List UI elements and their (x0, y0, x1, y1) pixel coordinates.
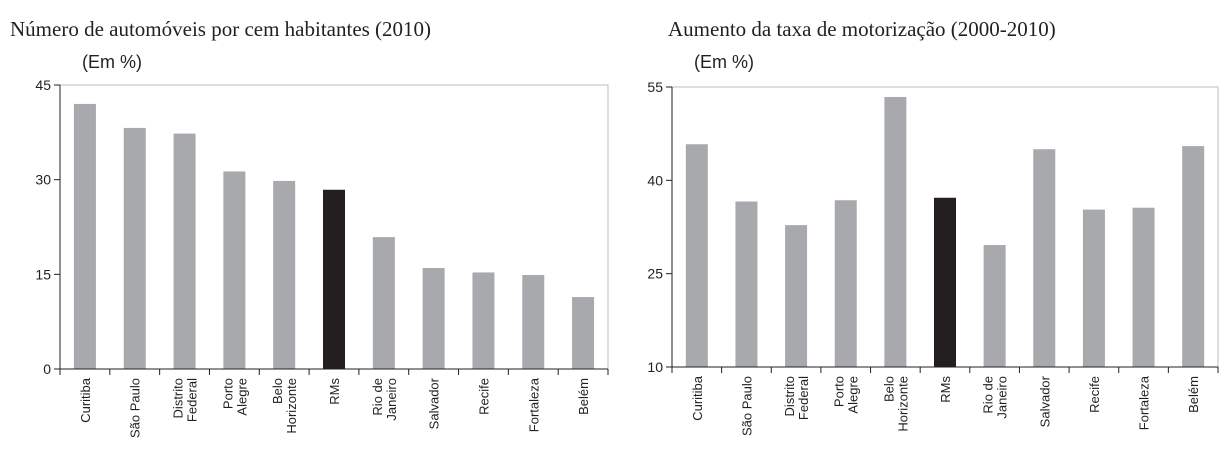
y-tick-label: 10 (647, 359, 663, 375)
x-tick-label-line: Curitiba (690, 375, 705, 421)
x-tick-label: Recife (476, 378, 491, 415)
chart-subtitle: (Em %) (82, 52, 142, 72)
x-tick-label: Fortaleza (1137, 375, 1152, 430)
y-tick-label: 15 (35, 266, 51, 282)
x-tick-label-line: Federal (185, 378, 200, 422)
x-tick-label-line: Salvador (1037, 375, 1052, 427)
x-tick-label-line: Porto (220, 378, 235, 409)
x-tick-label: BeloHorizonte (270, 378, 299, 434)
bar (422, 268, 445, 369)
x-tick-label: Rio deJaneiro (981, 376, 1010, 419)
bar (1132, 207, 1155, 367)
x-tick-label: Rio deJaneiro (370, 378, 399, 421)
y-tick-label: 45 (35, 77, 51, 93)
y-tick-label: 55 (647, 79, 663, 95)
x-tick-label: Curitiba (690, 375, 705, 421)
x-tick-label: RMs (938, 376, 953, 403)
bar (934, 197, 956, 367)
chart-subtitle: (Em %) (694, 52, 754, 72)
y-tick-label: 30 (35, 172, 51, 188)
x-tick-label-line: Alegre (846, 376, 861, 414)
x-tick-label-line: Federal (796, 376, 811, 420)
x-tick-label: DistritoFederal (171, 378, 200, 422)
y-tick-label: 0 (43, 361, 51, 377)
bar (1182, 146, 1205, 367)
x-tick-label-line: Distrito (782, 376, 797, 416)
bar (73, 103, 96, 369)
bar (223, 171, 246, 369)
x-tick-label-line: Janeiro (384, 378, 399, 421)
x-tick-label-line: Distrito (171, 378, 186, 418)
bar (1082, 209, 1105, 367)
x-tick-label: Recife (1087, 376, 1102, 413)
x-tick-label-line: Rio de (981, 376, 996, 414)
chart-title: Aumento da taxa de motorização (2000-201… (668, 17, 1056, 41)
x-tick-label: Belém (576, 378, 591, 415)
bar (522, 274, 545, 369)
bar (685, 144, 708, 367)
x-tick-label: PortoAlegre (220, 378, 249, 416)
x-tick-label-line: Belém (576, 378, 591, 415)
x-tick-label-line: São Paulo (128, 378, 143, 438)
x-tick-label: São Paulo (739, 376, 754, 436)
bar (1033, 149, 1056, 367)
x-tick-label-line: Belo (881, 376, 896, 402)
bar (472, 272, 495, 369)
x-tick-label: Fortaleza (526, 377, 541, 432)
x-tick-label-line: Rio de (370, 378, 385, 416)
bar (884, 96, 907, 367)
x-tick-label: Belém (1186, 376, 1201, 413)
x-tick-label-line: Fortaleza (1137, 375, 1152, 430)
x-tick-label-line: Fortaleza (526, 377, 541, 432)
x-tick-label-line: Recife (476, 378, 491, 415)
x-tick-label: PortoAlegre (832, 376, 861, 414)
x-tick-label-line: Janeiro (995, 376, 1010, 419)
x-tick-label-line: Horizonte (895, 376, 910, 432)
x-tick-label-line: Horizonte (284, 378, 299, 434)
x-tick-label-line: Recife (1087, 376, 1102, 413)
x-tick-label-line: Curitiba (78, 377, 93, 423)
x-tick-label: Salvador (427, 377, 442, 429)
x-tick-label-line: Porto (832, 376, 847, 407)
x-tick-label: Curitiba (78, 377, 93, 423)
bar (735, 201, 758, 367)
x-tick-label-line: Salvador (427, 377, 442, 429)
bar (323, 189, 345, 369)
y-tick-label: 25 (647, 266, 663, 282)
bar (785, 225, 808, 367)
bar (834, 200, 857, 367)
bar (983, 245, 1006, 367)
bar (173, 133, 196, 369)
chart-title: Número de automóveis por cem habitantes … (10, 17, 431, 41)
x-tick-label: Salvador (1037, 375, 1052, 427)
x-tick-label-line: Belo (270, 378, 285, 404)
bar (123, 127, 146, 369)
x-tick-label-line: Alegre (234, 378, 249, 416)
bar (372, 237, 395, 369)
x-tick-label: São Paulo (128, 378, 143, 438)
y-tick-label: 40 (647, 172, 663, 188)
x-tick-label-line: RMs (938, 376, 953, 403)
x-tick-label-line: Belém (1186, 376, 1201, 413)
x-tick-label: BeloHorizonte (881, 376, 910, 432)
bar (572, 297, 595, 369)
x-tick-label: RMs (327, 378, 342, 405)
x-tick-label-line: São Paulo (739, 376, 754, 436)
x-tick-label: DistritoFederal (782, 376, 811, 420)
x-tick-label-line: RMs (327, 378, 342, 405)
bar (273, 180, 296, 369)
